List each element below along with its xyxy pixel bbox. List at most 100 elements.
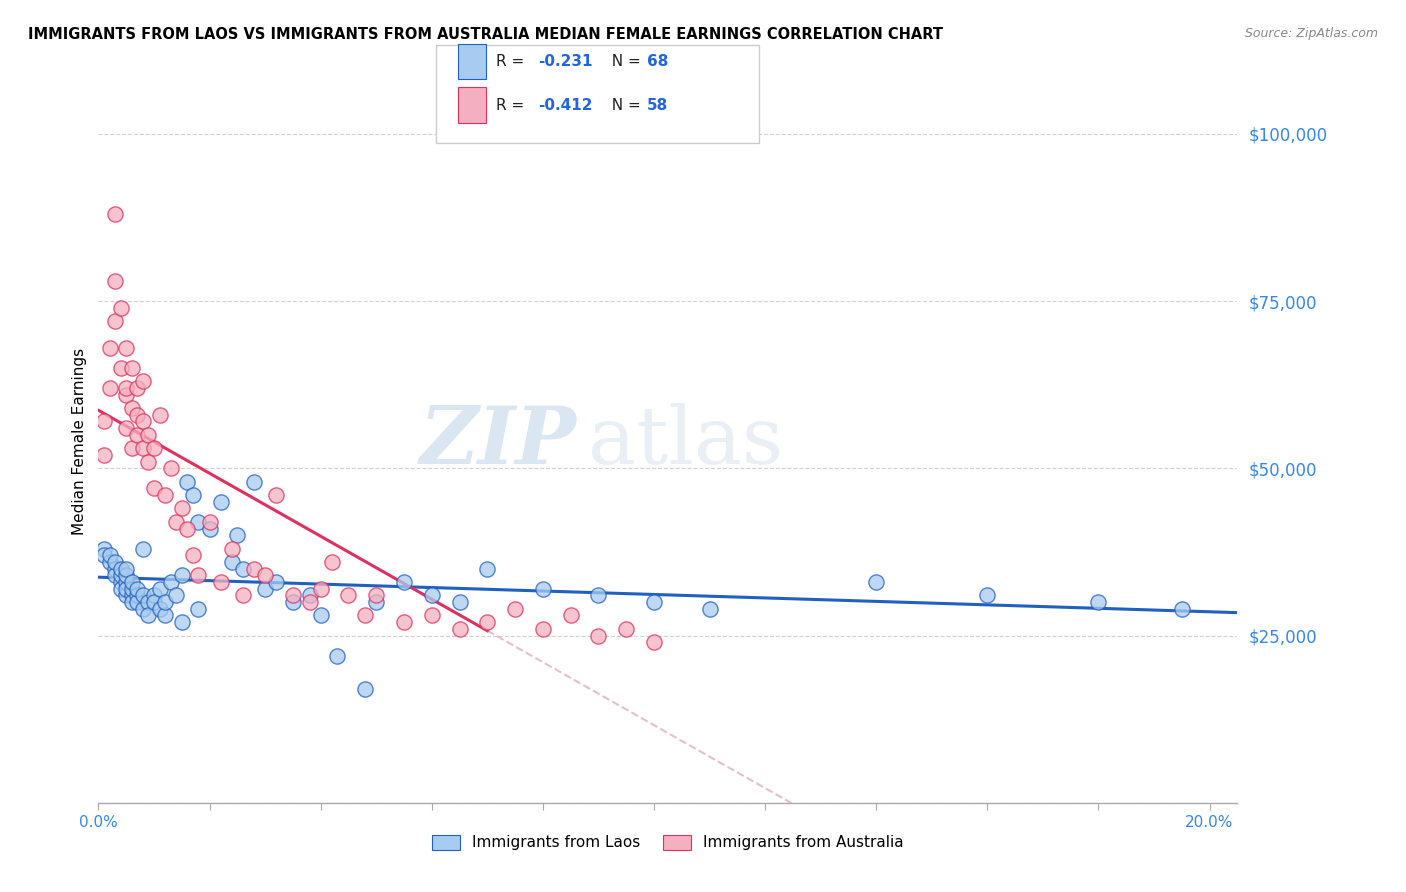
- Point: [115, 575, 138, 590]
- Point: [110, 361, 132, 376]
- Point: [93, 548, 115, 563]
- Point: [121, 582, 143, 596]
- Point: [420, 589, 443, 603]
- Point: [143, 441, 166, 455]
- Point: [243, 475, 266, 489]
- Point: [264, 488, 287, 502]
- Legend: Immigrants from Laos, Immigrants from Australia: Immigrants from Laos, Immigrants from Au…: [426, 829, 910, 856]
- Point: [127, 595, 149, 609]
- Text: ZIP: ZIP: [420, 403, 576, 480]
- Point: [121, 441, 143, 455]
- Point: [132, 441, 155, 455]
- Point: [588, 589, 610, 603]
- Point: [531, 582, 554, 596]
- Point: [121, 595, 143, 609]
- Point: [110, 582, 132, 596]
- Text: IMMIGRANTS FROM LAOS VS IMMIGRANTS FROM AUSTRALIA MEDIAN FEMALE EARNINGS CORRELA: IMMIGRANTS FROM LAOS VS IMMIGRANTS FROM …: [28, 27, 943, 42]
- Point: [209, 494, 232, 508]
- Point: [531, 622, 554, 636]
- Point: [449, 622, 471, 636]
- Point: [281, 589, 304, 603]
- Text: -0.231: -0.231: [538, 54, 593, 69]
- Point: [198, 521, 221, 535]
- Point: [115, 387, 138, 401]
- Y-axis label: Median Female Earnings: Median Female Earnings: [72, 348, 87, 535]
- Point: [121, 401, 143, 416]
- Point: [110, 301, 132, 315]
- Point: [127, 408, 149, 422]
- Point: [98, 548, 121, 563]
- Point: [187, 602, 209, 616]
- Point: [366, 595, 388, 609]
- Point: [281, 595, 304, 609]
- Point: [153, 608, 176, 623]
- Point: [110, 568, 132, 582]
- Point: [420, 608, 443, 623]
- Point: [93, 448, 115, 462]
- Point: [121, 361, 143, 376]
- Point: [170, 615, 193, 630]
- Point: [449, 595, 471, 609]
- Point: [138, 608, 160, 623]
- Text: R =: R =: [496, 54, 530, 69]
- Point: [121, 575, 143, 590]
- Point: [232, 589, 254, 603]
- Point: [221, 555, 243, 569]
- Point: [132, 414, 155, 428]
- Point: [976, 589, 998, 603]
- Point: [104, 274, 127, 288]
- Point: [121, 589, 143, 603]
- Point: [264, 575, 287, 590]
- Point: [127, 589, 149, 603]
- Point: [148, 602, 170, 616]
- Point: [148, 408, 170, 422]
- Point: [115, 562, 138, 576]
- Point: [477, 562, 499, 576]
- Point: [143, 589, 166, 603]
- Point: [187, 568, 209, 582]
- Point: [165, 589, 187, 603]
- Point: [643, 595, 665, 609]
- Point: [110, 575, 132, 590]
- Point: [98, 381, 121, 395]
- Text: -0.412: -0.412: [538, 98, 593, 112]
- Point: [209, 575, 232, 590]
- Text: N =: N =: [602, 98, 645, 112]
- Point: [132, 602, 155, 616]
- Point: [309, 608, 332, 623]
- Point: [187, 515, 209, 529]
- Point: [1170, 602, 1192, 616]
- Point: [181, 488, 204, 502]
- Text: N =: N =: [602, 54, 645, 69]
- Point: [104, 562, 127, 576]
- Point: [115, 341, 138, 355]
- Point: [865, 575, 887, 590]
- Text: Source: ZipAtlas.com: Source: ZipAtlas.com: [1244, 27, 1378, 40]
- Point: [1087, 595, 1109, 609]
- Point: [198, 515, 221, 529]
- Point: [132, 375, 155, 389]
- Point: [298, 589, 321, 603]
- Point: [138, 454, 160, 469]
- Point: [138, 595, 160, 609]
- Point: [165, 515, 187, 529]
- Point: [614, 622, 637, 636]
- Point: [115, 381, 138, 395]
- Point: [181, 548, 204, 563]
- Point: [159, 461, 181, 475]
- Point: [309, 582, 332, 596]
- Point: [153, 488, 176, 502]
- Point: [337, 589, 360, 603]
- Point: [98, 341, 121, 355]
- Point: [127, 427, 149, 442]
- Point: [104, 314, 127, 328]
- Point: [226, 528, 249, 542]
- Point: [326, 648, 349, 663]
- Point: [132, 589, 155, 603]
- Point: [354, 681, 377, 696]
- Point: [588, 628, 610, 642]
- Point: [115, 421, 138, 435]
- Point: [477, 615, 499, 630]
- Point: [170, 501, 193, 516]
- Point: [138, 427, 160, 442]
